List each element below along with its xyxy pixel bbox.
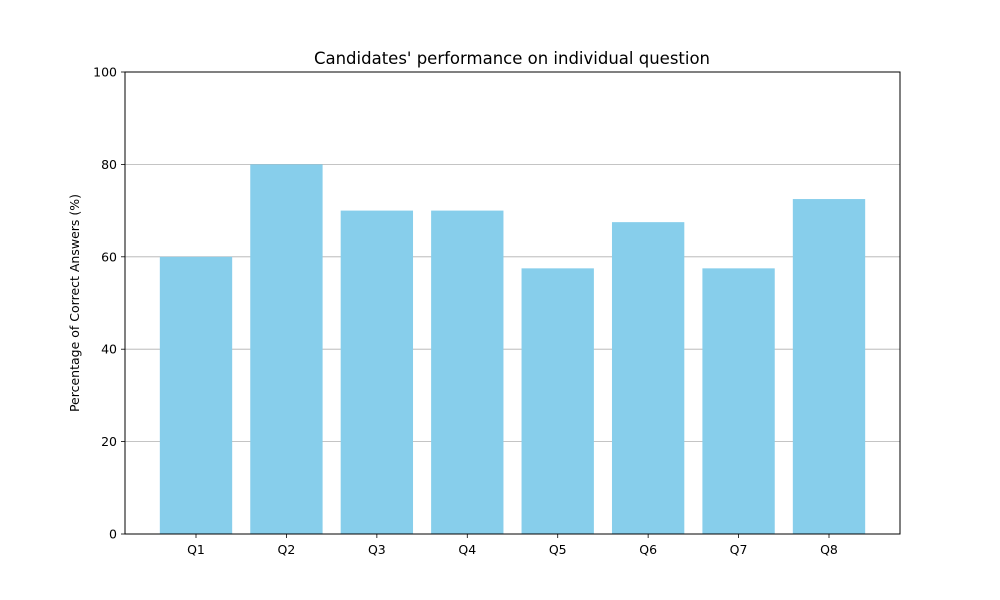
y-tick-label: 0 xyxy=(109,527,117,542)
plot-frame xyxy=(124,71,901,535)
x-tick-label: Q7 xyxy=(730,542,748,557)
x-tick-label: Q8 xyxy=(820,542,838,557)
bar-q7 xyxy=(702,268,775,534)
bar-q4 xyxy=(431,210,504,534)
y-axis-label: Percentage of Correct Answers (%) xyxy=(67,194,82,412)
x-tick-label: Q3 xyxy=(368,542,386,557)
x-tick-label: Q4 xyxy=(458,542,476,557)
x-tick-label: Q5 xyxy=(549,542,567,557)
x-tick-label: Q1 xyxy=(187,542,205,557)
bar-q1 xyxy=(159,256,233,534)
y-tick-label: 60 xyxy=(101,249,117,264)
y-tick-label: 80 xyxy=(101,157,117,172)
bars xyxy=(159,164,866,535)
y-tick-label: 40 xyxy=(101,342,117,357)
chart-title: Candidates' performance on individual qu… xyxy=(314,49,710,68)
y-tick-label: 20 xyxy=(101,434,117,449)
bar-q2 xyxy=(250,164,323,534)
x-tick-label: Q2 xyxy=(278,542,296,557)
x-tick-label: Q6 xyxy=(639,542,657,557)
bar-q5 xyxy=(521,268,594,534)
y-tick-label: 100 xyxy=(93,65,117,80)
x-axis-ticks: Q1 Q2 Q3 Q4 Q5 Q6 Q7 Q8 xyxy=(187,534,838,557)
bar-q6 xyxy=(611,222,685,534)
bar-q3 xyxy=(340,210,414,534)
y-gridlines xyxy=(125,163,900,443)
y-axis-ticks: 0 20 40 60 80 100 xyxy=(93,65,125,542)
bar-q8 xyxy=(792,199,866,535)
